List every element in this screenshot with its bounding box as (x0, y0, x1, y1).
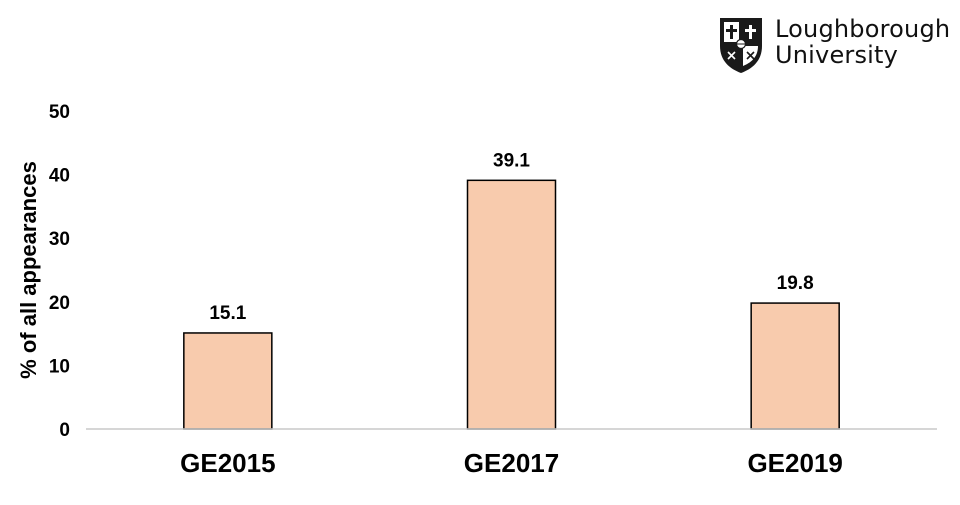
y-tick-label: 40 (49, 166, 70, 187)
x-axis-ticks: GE2015 GE2017 GE2019 (180, 448, 843, 478)
y-tick-label: 30 (49, 229, 70, 250)
data-labels-group: 15.1 39.1 19.8 (209, 150, 813, 324)
logo-line-1: Loughborough (775, 15, 951, 43)
x-tick-label-ge2015: GE2015 (180, 448, 275, 478)
data-label-ge2019: 19.8 (777, 273, 814, 294)
university-crest-icon (720, 18, 762, 73)
data-label-ge2017: 39.1 (493, 150, 530, 171)
y-axis-ticks: 0 10 20 30 40 50 (49, 102, 70, 441)
bar-ge2015 (183, 332, 273, 430)
x-tick-label-ge2019: GE2019 (747, 448, 842, 478)
y-tick-label: 20 (49, 293, 70, 314)
bar-ge2017 (466, 179, 557, 430)
y-axis-label: % of all appearances (16, 161, 41, 379)
data-label-ge2015: 15.1 (209, 303, 246, 324)
y-tick-label: 10 (49, 356, 70, 377)
x-tick-label-ge2017: GE2017 (464, 448, 559, 478)
logo-line-2: University (775, 41, 899, 69)
bar-ge2019 (750, 302, 840, 430)
y-tick-label: 0 (59, 420, 70, 441)
university-logo: Loughborough University (718, 15, 951, 78)
y-tick-label: 50 (49, 102, 70, 123)
bars-group (183, 179, 840, 430)
